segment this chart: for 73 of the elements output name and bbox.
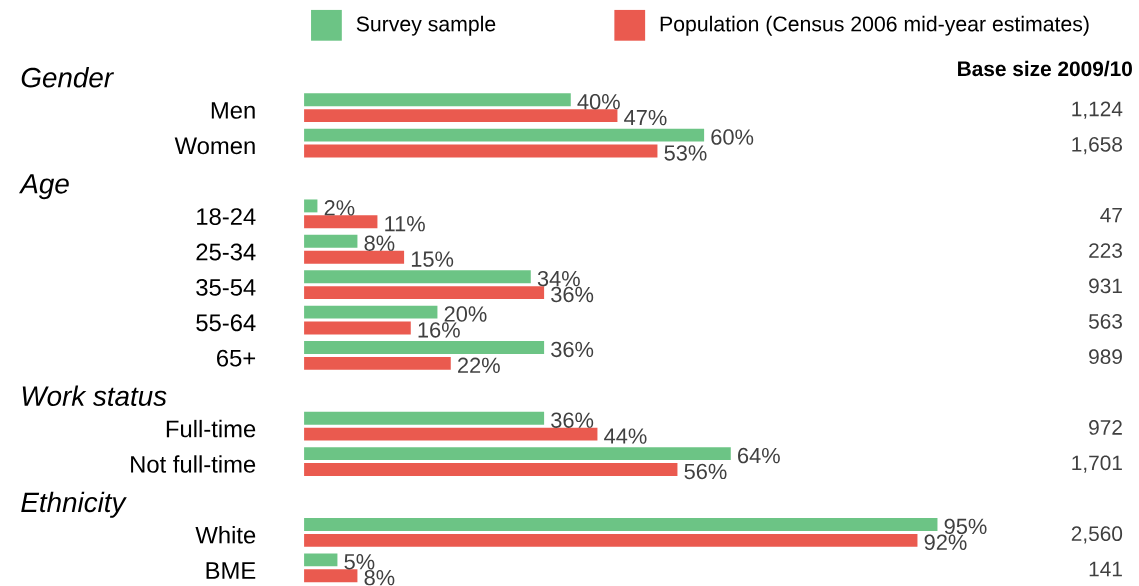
y-tick-label: 18-24 [197, 208, 256, 226]
data-label: 20% [444, 306, 487, 322]
y-tick-label: Full-time [166, 420, 256, 438]
bar [304, 250, 405, 264]
data-label: 53% [664, 145, 707, 161]
legend-label: Survey sample [356, 16, 496, 36]
y-tick-label: 35-54 [196, 279, 256, 296]
text: Age [19, 174, 69, 200]
bar [304, 199, 318, 213]
y-tick-label: Men [211, 102, 255, 119]
data-label: 36% [551, 412, 594, 429]
bar [304, 463, 678, 477]
y2-tick-label: 1,658 [1072, 137, 1123, 155]
data-label: 22% [458, 357, 500, 374]
data-label: 2% [324, 200, 355, 216]
data-label: 47% [624, 110, 667, 126]
data-label: 16% [418, 322, 460, 338]
bar [304, 534, 918, 547]
y-tick-label: 25-34 [196, 243, 256, 261]
data-label: 5% [344, 554, 375, 570]
data-label: 36% [551, 341, 594, 358]
bar [304, 411, 545, 425]
data-label: 11% [385, 216, 425, 232]
y-tick-label: Women [174, 137, 255, 155]
data-label: 95% [944, 518, 987, 535]
legend-label: Population (Census 2006 mid-year estimates) [660, 16, 1089, 36]
y2-tick-label: 1,701 [1072, 455, 1122, 473]
bar [304, 93, 571, 107]
y2-tick-label: 563 [1088, 314, 1122, 329]
data-label: 8% [364, 235, 395, 252]
text: Ethnicity [21, 491, 127, 518]
text: Work status [22, 385, 167, 407]
bar [304, 286, 545, 300]
y2-tick-label: 223 [1089, 243, 1122, 259]
y-tick-label: BME [206, 562, 256, 579]
data-label: 36% [551, 286, 594, 303]
bar [304, 569, 358, 583]
data-label: 34% [537, 271, 580, 287]
y-tick-label: White [195, 526, 256, 544]
y2-tick-label: 931 [1089, 278, 1122, 294]
bar [304, 235, 358, 248]
data-label: 56% [684, 463, 727, 480]
data-label: 64% [738, 447, 780, 464]
bar [304, 305, 438, 319]
bar [304, 144, 658, 158]
bar [304, 553, 338, 567]
bar [304, 321, 411, 335]
y2-axis-title: Base size 2009/10 [958, 60, 1132, 77]
data-label: 60% [711, 129, 754, 145]
data-label: 92% [924, 534, 967, 551]
y2-tick-label: 141 [1089, 562, 1122, 577]
y-tick-label: 65+ [217, 349, 256, 367]
bar [304, 270, 531, 284]
bar [304, 447, 731, 461]
data-label: 8% [364, 570, 395, 586]
y2-tick-label: 47 [1100, 208, 1122, 223]
y2-tick-label: 2,560 [1071, 526, 1123, 544]
y2-tick-label: 1,124 [1072, 101, 1123, 119]
y-tick-label: 55-64 [196, 314, 256, 332]
bar [304, 109, 618, 123]
y2-tick-label: 972 [1089, 420, 1122, 435]
bar [304, 341, 545, 355]
bar [304, 427, 598, 441]
y-tick-label: Not full-time [131, 455, 256, 473]
bar [304, 357, 451, 370]
bar [304, 518, 938, 532]
bar [304, 128, 705, 142]
data-label: 40% [577, 94, 620, 110]
bar [304, 215, 378, 229]
text: Gender [21, 67, 114, 88]
y2-tick-label: 989 [1089, 349, 1122, 365]
data-label: 44% [604, 428, 647, 444]
data-label: 15% [411, 251, 454, 267]
